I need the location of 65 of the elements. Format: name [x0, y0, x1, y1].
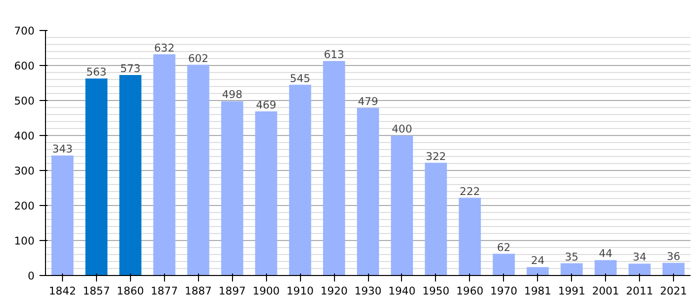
- bar: [289, 84, 312, 276]
- data-label: 322: [426, 150, 446, 163]
- data-label: 62: [497, 240, 511, 254]
- bar: [390, 136, 413, 276]
- y-tick-label: 700: [14, 24, 35, 38]
- x-tick-label: 2021: [660, 284, 688, 298]
- y-tick-label: 600: [14, 60, 35, 72]
- x-tick-label: 1920: [320, 284, 348, 298]
- bar: [119, 74, 142, 276]
- bar: [628, 264, 651, 276]
- x-tick-label: 1950: [422, 284, 450, 298]
- data-label: 498: [222, 88, 243, 102]
- y-tick-label: 500: [14, 94, 35, 108]
- data-label: 36: [666, 250, 681, 263]
- bar: [51, 155, 74, 276]
- x-tick-label: 2001: [592, 284, 620, 298]
- bar: [662, 262, 685, 276]
- data-label: 479: [358, 94, 378, 108]
- x-tick-label: 1970: [490, 284, 518, 298]
- x-tick-label: 1900: [252, 284, 280, 298]
- data-label: 400: [392, 122, 412, 136]
- data-label: 573: [120, 62, 141, 75]
- bar: [356, 108, 380, 276]
- data-label: 613: [324, 48, 344, 61]
- data-label: 222: [460, 184, 480, 198]
- bar: [85, 78, 108, 276]
- data-label: 343: [52, 142, 73, 156]
- x-tick-label: 1940: [388, 284, 416, 298]
- y-tick-label: 300: [14, 164, 35, 178]
- bar: [187, 64, 210, 276]
- bar: [492, 254, 515, 276]
- bar: [153, 54, 176, 276]
- x-tick-label: 1910: [286, 284, 314, 298]
- bar: [560, 263, 583, 276]
- bar: [221, 101, 244, 276]
- bar: [594, 260, 617, 276]
- bar: [458, 198, 481, 276]
- y-tick-label: 400: [14, 130, 35, 142]
- x-tick-label: 1877: [150, 284, 178, 298]
- x-tick-label: 1981: [524, 284, 552, 298]
- data-label: 545: [290, 72, 310, 85]
- x-tick-label: 1991: [558, 284, 586, 298]
- x-tick-label: 2011: [626, 284, 654, 298]
- x-tick-label: 1887: [184, 284, 212, 298]
- bar: [323, 60, 346, 276]
- data-label: 469: [256, 98, 277, 112]
- y-tick-label: 200: [14, 200, 35, 212]
- x-tick-label: 1860: [116, 284, 144, 298]
- x-tick-label: 1897: [218, 284, 246, 298]
- data-label: 44: [598, 247, 613, 260]
- y-tick-label: 0: [28, 270, 35, 282]
- bar: [255, 111, 278, 276]
- x-tick-label: 1857: [82, 284, 110, 298]
- data-label: 35: [564, 250, 578, 264]
- bar: [424, 162, 447, 276]
- data-label: 34: [632, 250, 647, 264]
- x-tick-label: 1960: [456, 284, 484, 298]
- data-label: 24: [530, 254, 545, 268]
- data-label: 602: [188, 52, 208, 65]
- x-tick-label: 1842: [48, 284, 76, 298]
- bar: [526, 267, 549, 276]
- data-label: 563: [86, 65, 107, 78]
- data-label: 632: [154, 41, 174, 54]
- y-tick-label: 100: [14, 234, 35, 248]
- x-tick-label: 1930: [354, 284, 382, 298]
